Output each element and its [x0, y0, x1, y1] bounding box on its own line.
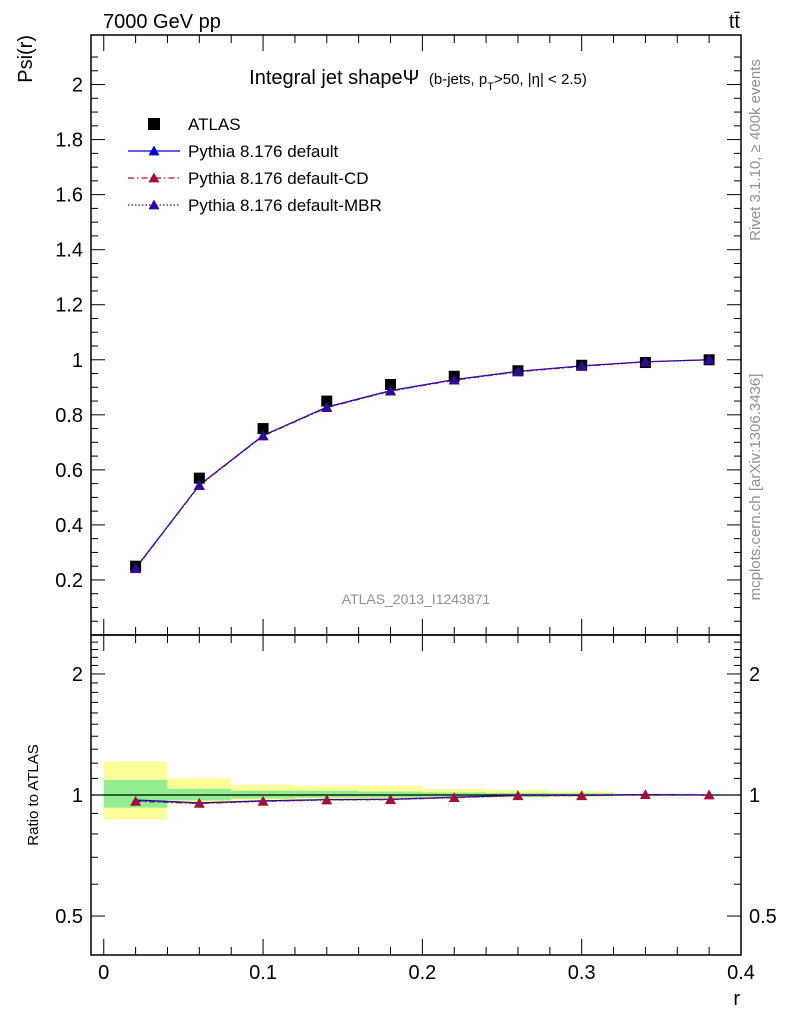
process-label: tt̄: [729, 11, 741, 33]
energy-label: 7000 GeV pp: [103, 11, 221, 33]
chart-title: Integral jet shapeΨ (b-jets, pT>50, |η| …: [249, 67, 587, 93]
mc-point-3-8: [639, 356, 651, 367]
tick-labels: 0.2 0.4 0.6 0.8 1 1.2 1.4 1.6 1.8 2 0.5 0.5 1 1 2 2 0 0.1…: [55, 75, 777, 984]
atlas-point-4: [385, 379, 397, 391]
y-tick-label-ratio-right: 2: [749, 664, 760, 686]
atlas-point-3: [321, 395, 333, 407]
mc-point-3-7: [576, 360, 588, 371]
legend-label-0: ATLAS: [188, 115, 241, 134]
mc-point-3-2: [257, 430, 269, 441]
mc-point-3-9: [703, 354, 715, 365]
main-series-lines: [135, 359, 710, 570]
main-line-3: [135, 359, 710, 569]
legend-marker-3: [148, 199, 160, 210]
ratio-point-3: [321, 794, 333, 805]
chart-title-suffix-pre: (b-jets, p: [429, 71, 487, 88]
legend-label-2: Pythia 8.176 default-CD: [188, 169, 369, 188]
x-tick-label: 0.1: [249, 962, 277, 984]
y-tick-label-main: 0.2: [55, 570, 83, 592]
atlas-point-1: [193, 472, 205, 484]
analysis-label: ATLAS_2013_I1243871: [342, 591, 491, 607]
axis-ticks: [91, 35, 742, 955]
data-markers: [130, 354, 715, 808]
legend-label-3: Pythia 8.176 default-MBR: [188, 196, 382, 215]
source-label: mcplots.cern.ch [arXiv:1306.3436]: [747, 374, 764, 601]
legend-marker-atlas: [148, 118, 160, 130]
y-tick-label-main: 0.4: [55, 515, 83, 537]
y-tick-label-main: 1.2: [55, 295, 83, 317]
chart-title-main: Integral jet shapeΨ: [249, 67, 419, 89]
atlas-point-2: [257, 423, 269, 435]
ratio-point-6: [512, 790, 524, 801]
ratio-point-1: [193, 797, 205, 808]
ratio-point-4: [385, 794, 397, 805]
band-inner-bin-3: [294, 790, 359, 798]
mc-point-3-4: [385, 385, 397, 396]
y-tick-label-ratio: 2: [72, 664, 83, 686]
mc-point-3-0: [130, 562, 142, 573]
legend: ATLAS Pythia 8.176 default Pythia 8.176 de…: [128, 115, 382, 215]
chart-title-suffix-post: >50, |η| < 2.5): [494, 71, 587, 88]
y-tick-label-ratio-right: 0.5: [749, 906, 777, 928]
x-tick-label: 0.3: [568, 962, 596, 984]
legend-label-1: Pythia 8.176 default: [188, 142, 339, 161]
ratio-point-9: [703, 789, 715, 800]
main-line-2: [135, 359, 710, 570]
y-axis-label-ratio: Ratio to ATLAS: [25, 744, 42, 845]
main-line-1: [135, 359, 710, 569]
x-tick-label: 0.2: [408, 962, 436, 984]
y-tick-label-main: 1.4: [55, 240, 83, 262]
ratio-line-2: [135, 794, 710, 804]
ratio-plot-frame: [90, 634, 742, 956]
y-tick-label-main: 0.6: [55, 460, 83, 482]
ratio-point-5: [448, 792, 460, 803]
x-tick-label: 0: [98, 962, 109, 984]
y-tick-label-main: 0.8: [55, 405, 83, 427]
rivet-label: Rivet 3.1.10, ≥ 400k events: [747, 59, 764, 241]
legend-marker-1: [148, 145, 160, 156]
y-tick-label-main: 1.6: [55, 185, 83, 207]
chart-title-suffix-sub: T: [487, 81, 494, 93]
y-tick-label-ratio-right: 1: [749, 785, 760, 807]
y-tick-label-main: 1: [72, 350, 83, 372]
mc-point-3-3: [321, 401, 333, 412]
ratio-series-lines: [135, 793, 710, 805]
y-tick-label-main: 2: [72, 75, 83, 97]
ratio-point-2: [257, 795, 269, 806]
mc-point-3-6: [512, 366, 524, 377]
x-axis-label: r: [733, 988, 740, 1010]
mc-point-3-1: [193, 479, 205, 490]
mc-point-3-5: [448, 374, 460, 385]
y-tick-label-main: 1.8: [55, 130, 83, 152]
ratio-point-0: [130, 795, 142, 806]
ratio-point-7: [576, 790, 588, 801]
y-tick-label-ratio: 1: [72, 785, 83, 807]
legend-marker-2: [148, 172, 160, 183]
y-axis-label-main: Psi(r): [15, 35, 37, 83]
x-tick-label: 0.4: [727, 962, 755, 984]
y-tick-label-ratio: 0.5: [55, 906, 83, 928]
ratio-point-8: [639, 789, 651, 800]
